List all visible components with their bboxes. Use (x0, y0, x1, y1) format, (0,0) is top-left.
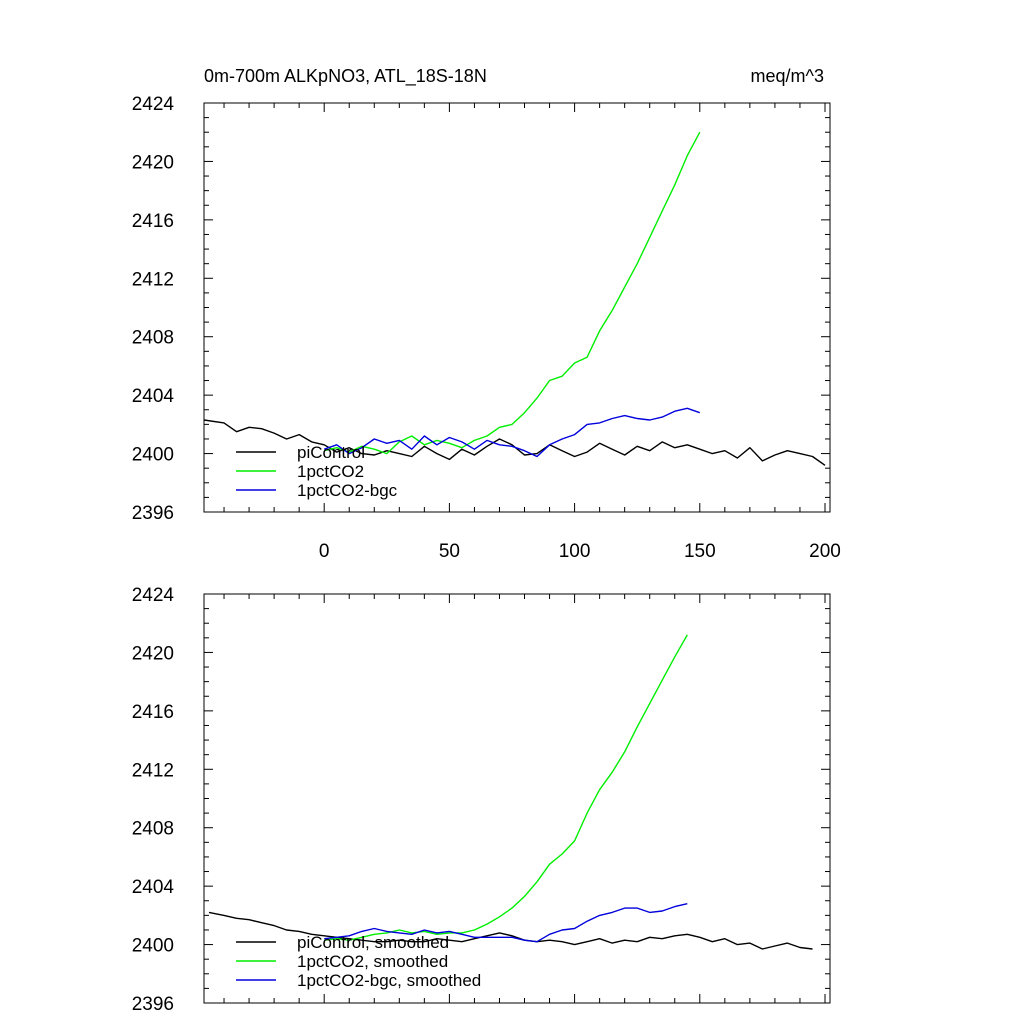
y-tick-label: 2400 (132, 936, 174, 957)
units-label: meq/m^3 (751, 66, 824, 86)
y-tick-label: 2396 (132, 503, 174, 524)
series-line (323, 407, 701, 458)
y-tick-label: 2416 (132, 702, 174, 723)
series-line (324, 903, 688, 943)
y-tick-label: 2424 (132, 585, 175, 606)
y-tick-label: 2420 (132, 643, 174, 664)
bottom-panel: 2396 2400 2404 2408 2412 2416 2420 2424 piContro… (132, 585, 831, 1015)
y-tick-label: 2408 (132, 328, 174, 349)
y-tick-label: 2404 (132, 386, 175, 407)
series-line (203, 419, 826, 466)
x-tick-label: 200 (809, 541, 841, 562)
y-tick-label: 2404 (132, 877, 175, 898)
y-tick-label: 2412 (132, 760, 174, 781)
y-tick-label: 2412 (132, 269, 174, 290)
legend-label: piControl (297, 443, 365, 462)
legend-label: 1pctCO2 (297, 462, 364, 481)
legend-label: 1pctCO2, smoothed (297, 952, 448, 971)
legend-label: piControl, smoothed (297, 933, 449, 952)
x-tick-label: 0 (319, 541, 330, 562)
y-tick-label: 2420 (132, 152, 174, 173)
y-tick-label: 2400 (132, 445, 174, 466)
y-tick-label: 2396 (132, 994, 174, 1015)
x-tick-label: 150 (684, 541, 716, 562)
y-tick-label: 2424 (132, 94, 175, 115)
series-line (324, 131, 701, 455)
chart-title: 0m-700m ALKpNO3, ATL_18S-18N (204, 66, 487, 87)
y-tick-label: 2408 (132, 819, 174, 840)
legend-label: 1pctCO2-bgc (297, 481, 398, 500)
legend-label: 1pctCO2-bgc, smoothed (297, 971, 481, 990)
x-tick-label: 50 (439, 541, 460, 562)
series-line (324, 634, 688, 941)
x-tick-label: 100 (559, 541, 591, 562)
y-tick-label: 2416 (132, 211, 174, 232)
top-panel: 2396 2400 2404 2408 2412 2416 2420 2424 0 50 100 15… (132, 94, 841, 562)
series-line (208, 911, 813, 950)
